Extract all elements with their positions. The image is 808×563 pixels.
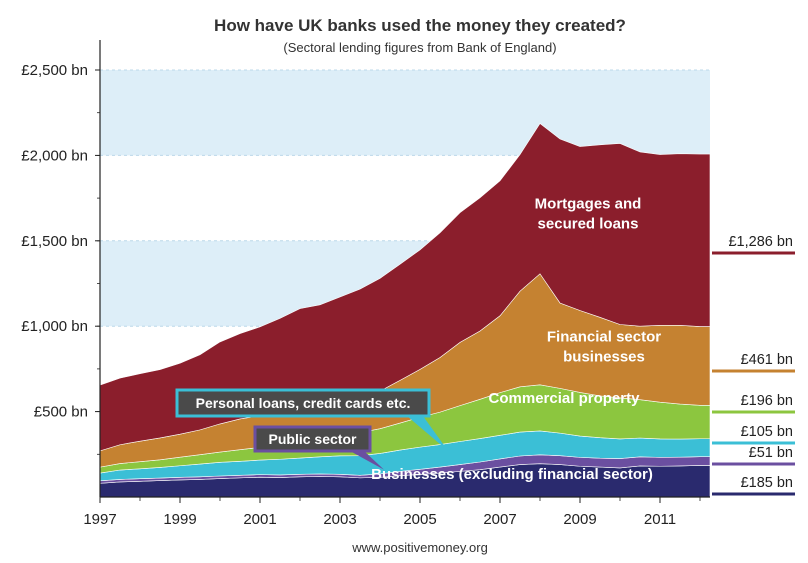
x-tick-label: 2007 <box>483 511 516 528</box>
x-tick-label: 2003 <box>323 511 356 528</box>
callout-public-sector-pointer <box>350 451 384 470</box>
area-labels: Mortgages and secured loans Financial sect… <box>371 195 661 483</box>
stacked-areas <box>99 123 711 498</box>
label-financial-sector: Financial sector businesses <box>547 329 661 366</box>
label-commercial-property: Commercial property <box>489 390 641 407</box>
end-label-value: £1,286 bn <box>728 234 793 250</box>
end-label-value: £105 bn <box>741 424 793 440</box>
x-tick-label: 2001 <box>243 511 276 528</box>
callout-public-sector-label: Public sector <box>269 431 357 447</box>
y-tick-label: £1,500 bn <box>21 233 88 250</box>
label-businesses: Businesses (excluding financial sector) <box>371 466 653 483</box>
callouts: Personal loans, credit cards etc. Public … <box>175 388 448 470</box>
chart-subtitle: (Sectoral lending figures from Bank of E… <box>283 40 556 55</box>
label-financial-line1: Financial sector <box>547 329 661 346</box>
label-mortgages-line2: secured loans <box>538 215 639 232</box>
chart-title: How have UK banks used the money they cr… <box>214 16 626 35</box>
end-label-value: £51 bn <box>749 445 793 461</box>
x-tick-label: 1997 <box>83 511 116 528</box>
label-mortgages: Mortgages and secured loans <box>535 195 642 232</box>
source-credit: www.positivemoney.org <box>351 540 488 555</box>
x-tick-label: 2011 <box>644 511 676 528</box>
end-labels: £1,286 bn £461 bn £196 bn £105 bn £51 bn £185… <box>712 234 795 496</box>
x-tick-label: 2005 <box>403 511 436 528</box>
grid-band <box>100 70 710 156</box>
label-financial-line2: businesses <box>563 349 645 366</box>
callout-personal-loans-box <box>175 388 431 418</box>
x-tick-label: 1999 <box>163 511 196 528</box>
end-label-value: £461 bn <box>741 352 793 368</box>
x-tick-label: 2009 <box>563 511 596 528</box>
label-mortgages-line1: Mortgages and <box>535 195 642 212</box>
callout-public-sector-box <box>253 425 372 453</box>
callout-personal-loans-pointer <box>407 416 448 451</box>
axes: £500 bn £1,000 bn £1,500 bn £2,000 bn £2,500… <box>21 40 710 528</box>
y-tick-label: £2,000 bn <box>21 147 88 164</box>
callout-personal-loans-label: Personal loans, credit cards etc. <box>196 395 411 411</box>
end-label-value: £185 bn <box>741 475 793 491</box>
y-tick-label: £500 bn <box>34 404 88 421</box>
y-tick-label: £2,500 bn <box>21 62 88 79</box>
y-tick-label: £1,000 bn <box>21 318 88 335</box>
end-label-value: £196 bn <box>741 393 793 409</box>
